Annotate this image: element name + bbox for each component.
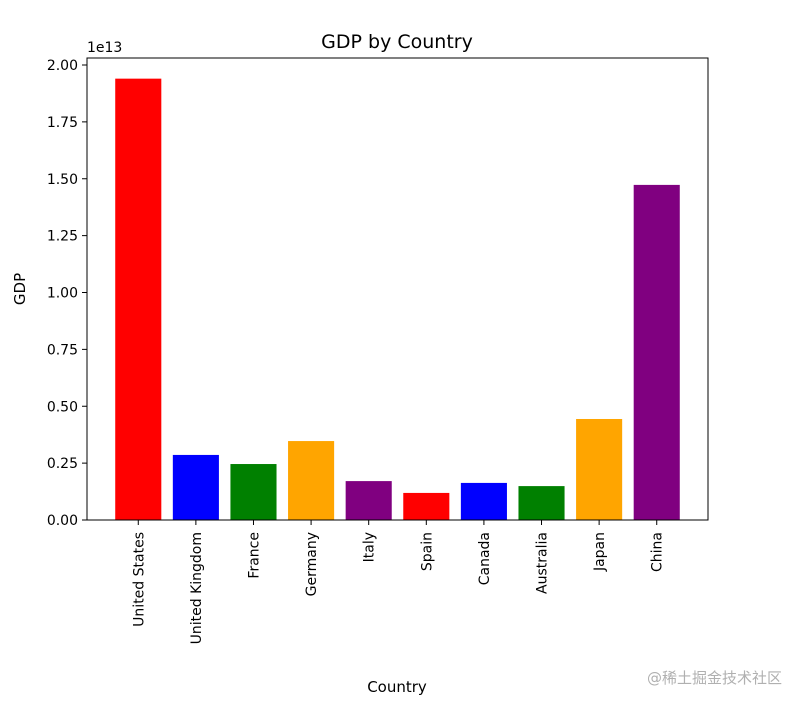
y-tick-label: 1.00 (47, 286, 78, 302)
x-tick-label: Australia (535, 532, 551, 594)
x-tick-label: Canada (477, 532, 493, 585)
x-tick-label: France (246, 532, 262, 579)
y-tick-label: 2.00 (47, 58, 78, 74)
y-tick-label: 1.25 (47, 229, 78, 245)
x-tick-label: Spain (419, 532, 435, 571)
bar-china (633, 184, 680, 520)
x-tick-label: United States (131, 532, 147, 627)
bar-australia (518, 486, 565, 520)
y-axis-label: GDP (11, 273, 29, 305)
bar-spain (403, 492, 450, 520)
bar-france (230, 464, 277, 520)
y-tick-label: 0.75 (47, 342, 78, 358)
bar-germany (288, 441, 335, 520)
bar-canada (460, 482, 507, 520)
plot-frame (86, 57, 709, 521)
y-tick-label: 0.25 (47, 456, 78, 472)
y-tick-label: 0.00 (47, 513, 78, 529)
x-tick-label: Germany (304, 532, 320, 596)
bar-united-kingdom (172, 454, 219, 520)
x-tick-label: United Kingdom (189, 532, 205, 644)
x-tick-label: Italy (362, 532, 378, 562)
bar-united-states (115, 78, 162, 521)
y-tick-label: 1.50 (47, 172, 78, 188)
y-offset-label: 1e13 (87, 40, 122, 56)
y-tick-label: 0.50 (47, 399, 78, 415)
watermark: @稀土掘金技术社区 (646, 669, 782, 687)
bar-japan (576, 418, 623, 520)
x-tick-label: Japan (592, 532, 608, 572)
chart-title: GDP by Country (321, 31, 473, 53)
x-tick-label: China (650, 532, 666, 572)
x-axis-label: Country (367, 678, 427, 696)
y-tick-label: 1.75 (47, 115, 78, 131)
bar-italy (345, 481, 392, 520)
